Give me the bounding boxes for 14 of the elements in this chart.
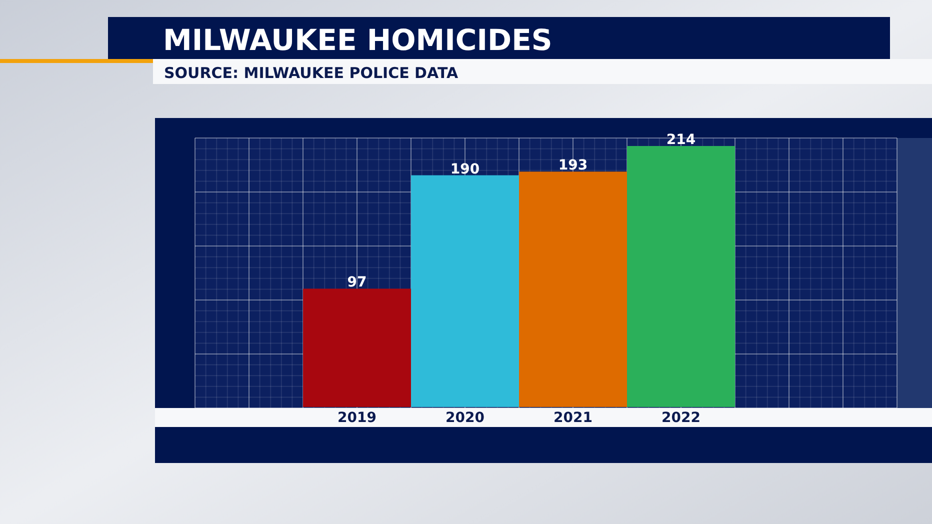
x-tick-label: 2019	[338, 410, 376, 426]
x-tick-label: 2022	[662, 410, 700, 426]
bar	[303, 288, 411, 407]
data-label: 214	[666, 132, 696, 148]
data-label: 190	[450, 161, 480, 178]
data-label: 193	[558, 158, 588, 174]
bar	[411, 175, 519, 407]
bar	[519, 172, 627, 407]
x-tick-label: 2021	[554, 410, 592, 426]
x-tick-label: 2020	[446, 410, 485, 426]
chart-title: MILWAUKEE HOMICIDES	[163, 23, 552, 57]
source-note: SOURCE: MILWAUKEE POLICE DATA	[164, 64, 459, 82]
data-label: 97	[347, 274, 367, 291]
bar	[627, 146, 735, 407]
